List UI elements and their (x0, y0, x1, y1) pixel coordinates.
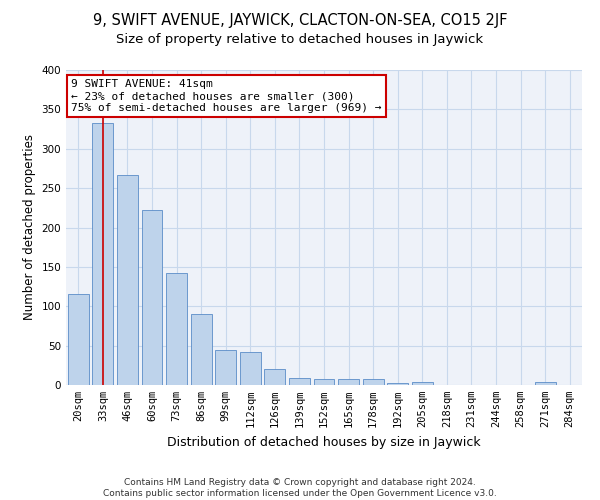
Text: 9, SWIFT AVENUE, JAYWICK, CLACTON-ON-SEA, CO15 2JF: 9, SWIFT AVENUE, JAYWICK, CLACTON-ON-SEA… (93, 12, 507, 28)
Bar (289, 378, 310, 385)
Bar (362, 380, 383, 385)
X-axis label: Distribution of detached houses by size in Jaywick: Distribution of detached houses by size … (167, 436, 481, 448)
Bar (387, 382, 408, 385)
Bar (142, 210, 163, 385)
Bar (92, 123, 113, 385)
Bar (215, 350, 236, 385)
Bar (117, 174, 138, 385)
Text: 9 SWIFT AVENUE: 41sqm
← 23% of detached houses are smaller (300)
75% of semi-det: 9 SWIFT AVENUE: 41sqm ← 23% of detached … (71, 80, 382, 112)
Bar (314, 380, 334, 385)
Bar (68, 294, 89, 385)
Bar (265, 369, 286, 385)
Bar (338, 378, 359, 385)
Text: Size of property relative to detached houses in Jaywick: Size of property relative to detached ho… (116, 32, 484, 46)
Bar (191, 314, 212, 385)
Bar (535, 382, 556, 385)
Bar (166, 273, 187, 385)
Text: Contains HM Land Registry data © Crown copyright and database right 2024.
Contai: Contains HM Land Registry data © Crown c… (103, 478, 497, 498)
Bar (240, 352, 261, 385)
Bar (412, 382, 433, 385)
Y-axis label: Number of detached properties: Number of detached properties (23, 134, 36, 320)
